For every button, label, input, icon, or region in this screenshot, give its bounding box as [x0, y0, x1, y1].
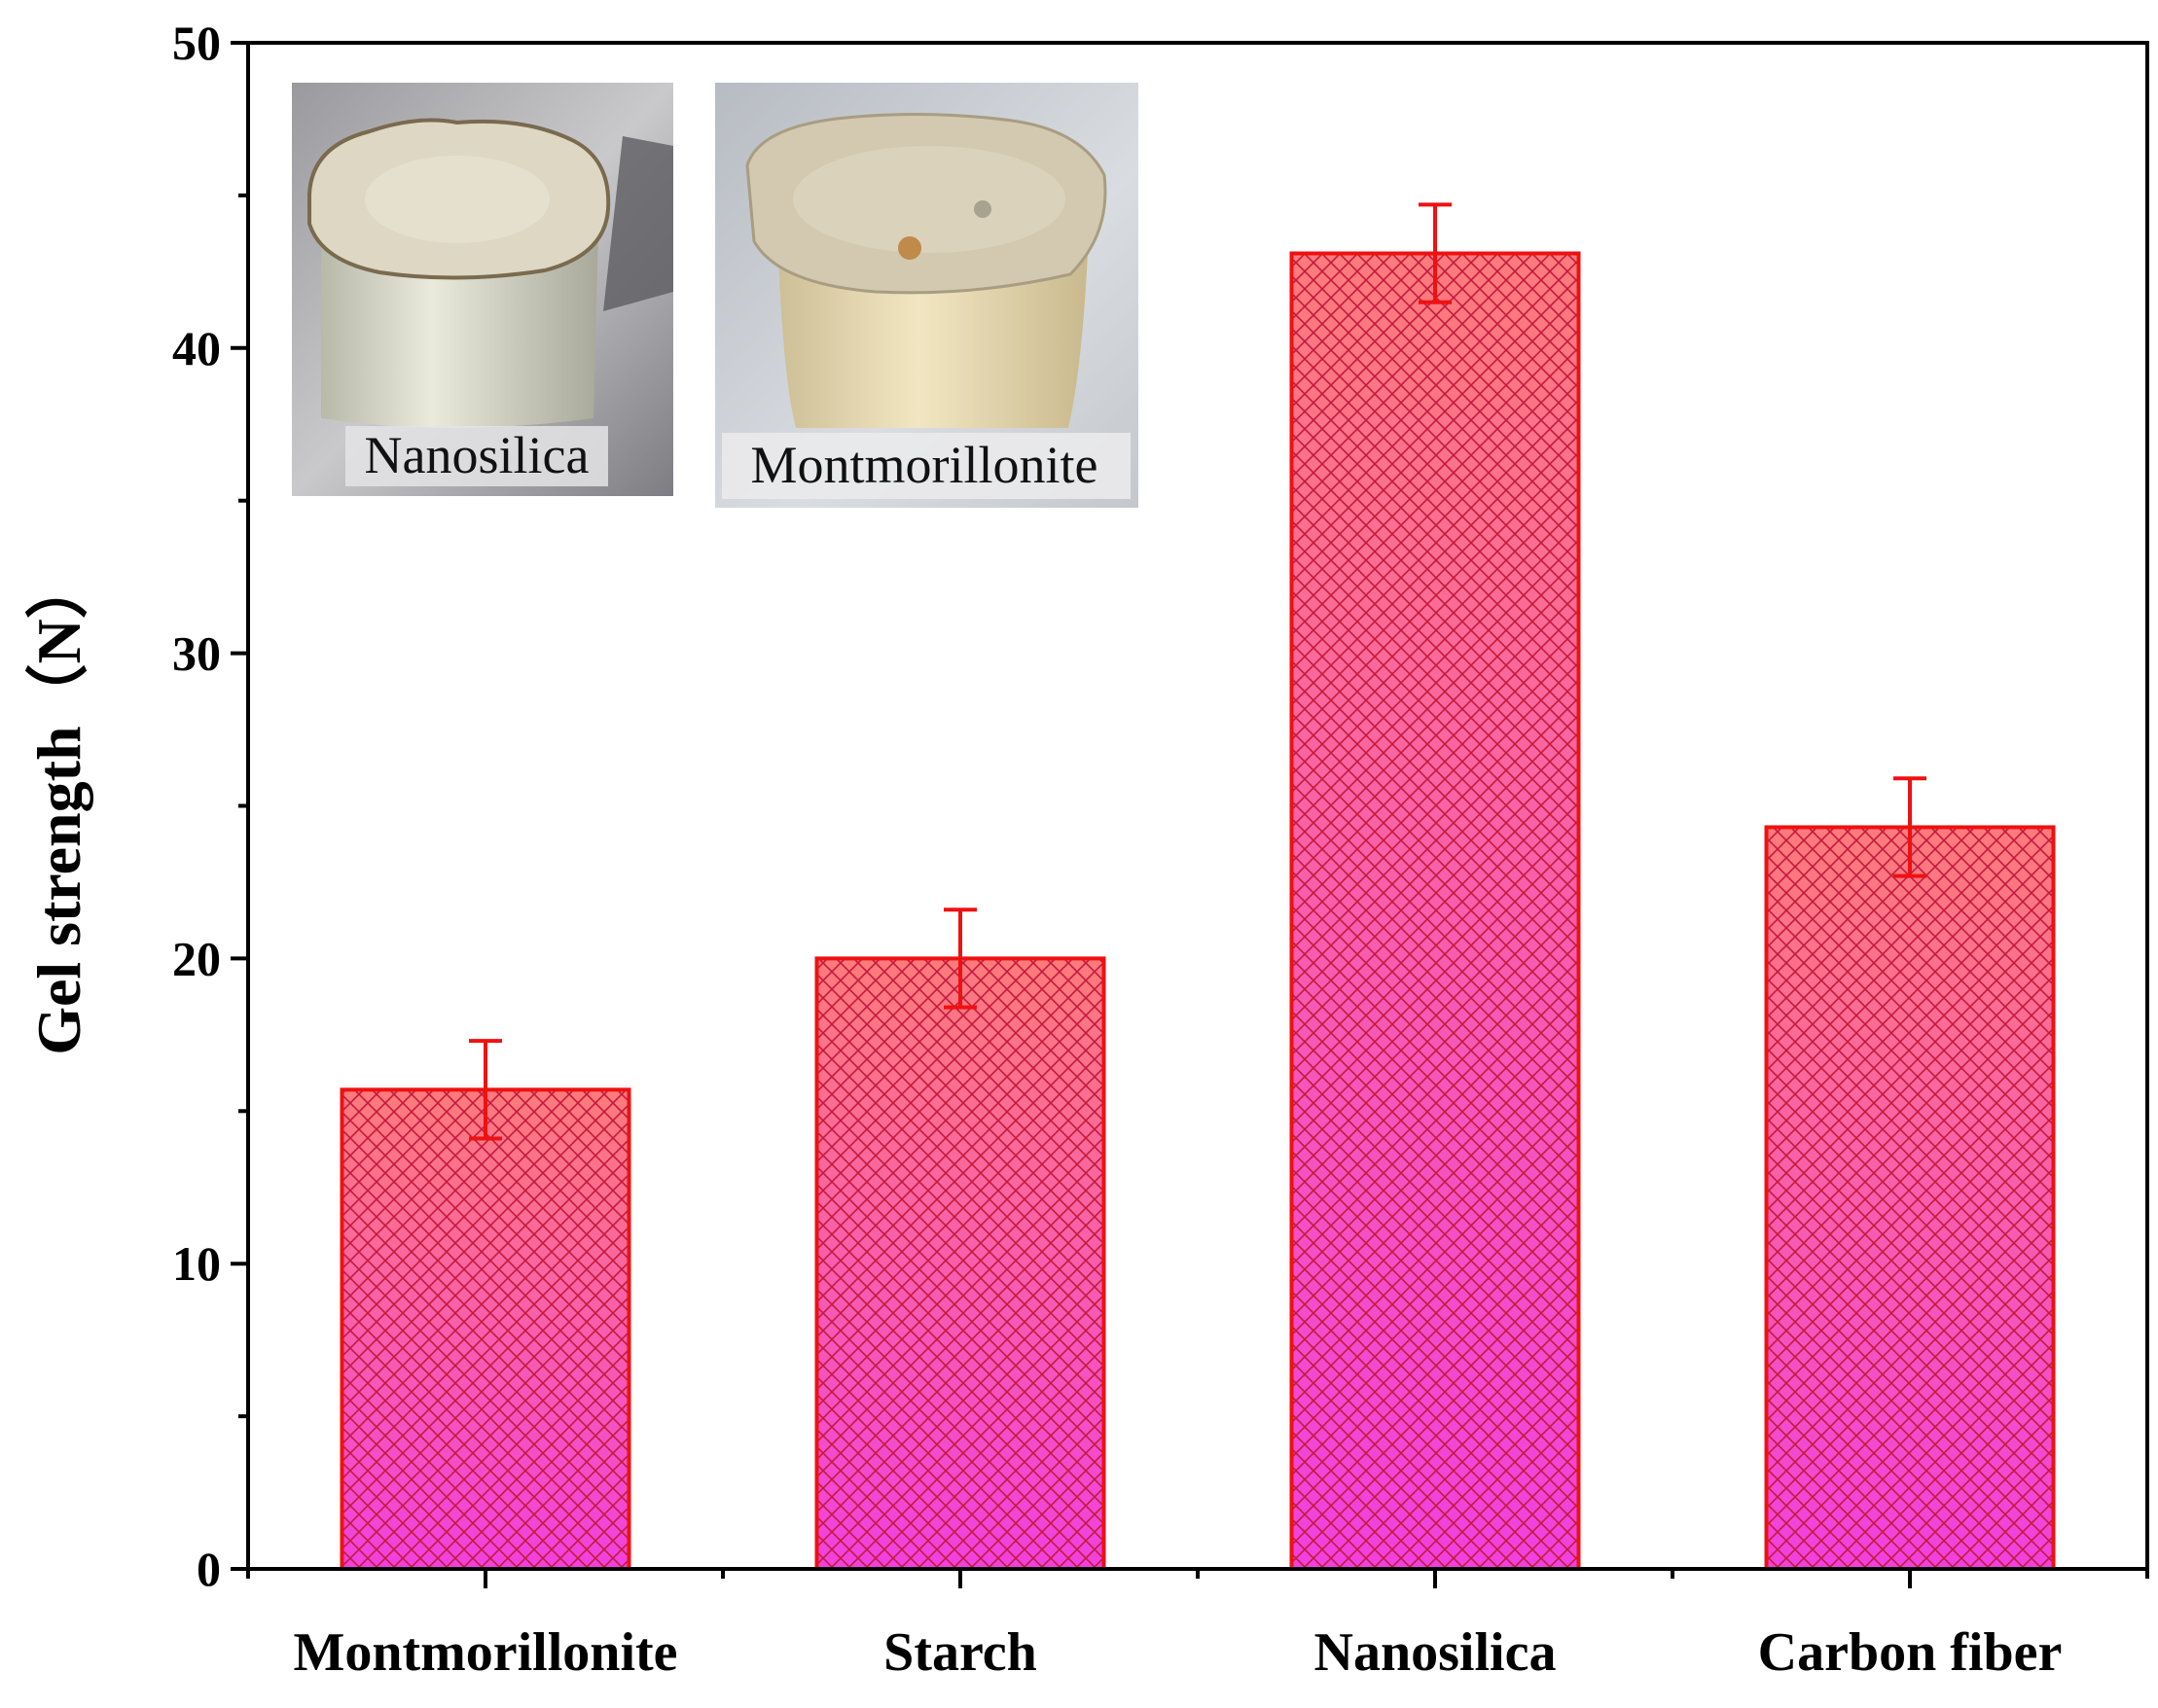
x-category-label-0: Montmorillonite	[293, 1622, 677, 1683]
inset-photo-nanosilica: Nanosilica	[292, 83, 673, 496]
y-tick-label-50: 50	[172, 16, 221, 70]
y-tick-label-0: 0	[197, 1542, 221, 1596]
x-category-label-1: Starch	[883, 1622, 1037, 1683]
y-tick-label-40: 40	[172, 321, 221, 375]
bar-2	[1289, 251, 1581, 1572]
inset-label-nanosilica: Nanosilica	[365, 426, 590, 484]
y-tick-label-30: 30	[172, 626, 221, 681]
x-category-label-2: Nanosilica	[1314, 1622, 1557, 1683]
y-tick-label-20: 20	[172, 931, 221, 985]
x-category-label-3: Carbon fiber	[1758, 1622, 2063, 1683]
y-axis-title: Gel strength（N）	[24, 556, 93, 1055]
y-tick-label-10: 10	[172, 1236, 221, 1291]
bar-3	[1764, 825, 2056, 1571]
inset-photo-montmorillonite: Montmorillonite	[715, 83, 1138, 508]
inset-label-montmorillonite: Montmorillonite	[751, 436, 1098, 494]
bar-1	[814, 956, 1106, 1571]
bar-0	[340, 1087, 631, 1571]
